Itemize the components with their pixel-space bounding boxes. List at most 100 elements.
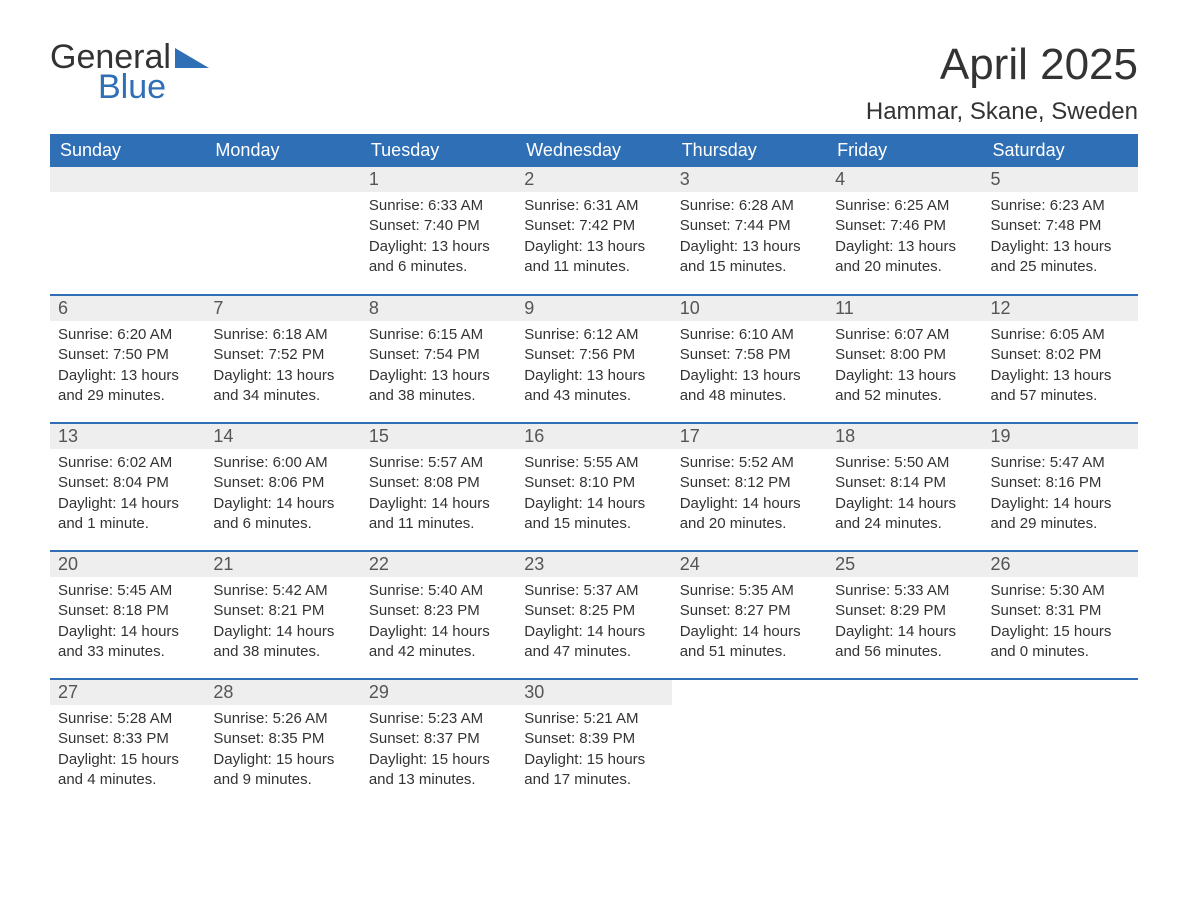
sunset-text: Sunset: 8:16 PM: [991, 473, 1130, 493]
day-number: 3: [672, 167, 827, 192]
sunset-text: Sunset: 7:44 PM: [680, 216, 819, 236]
day-number-empty: [205, 167, 360, 192]
sunrise-text: Sunrise: 6:25 AM: [835, 196, 974, 216]
day-number: 8: [361, 296, 516, 321]
page-title: April 2025: [866, 40, 1138, 90]
day-number-empty: [50, 167, 205, 192]
sunset-text: Sunset: 7:52 PM: [213, 345, 352, 365]
daylight-text: Daylight: 13 hours and 38 minutes.: [369, 366, 508, 407]
calendar-cell: 7Sunrise: 6:18 AMSunset: 7:52 PMDaylight…: [205, 295, 360, 423]
day-header: Wednesday: [516, 134, 671, 167]
sunset-text: Sunset: 8:23 PM: [369, 601, 508, 621]
day-details: Sunrise: 5:55 AMSunset: 8:10 PMDaylight:…: [516, 449, 671, 542]
sunrise-text: Sunrise: 5:35 AM: [680, 581, 819, 601]
day-number: 6: [50, 296, 205, 321]
day-details: Sunrise: 6:23 AMSunset: 7:48 PMDaylight:…: [983, 192, 1138, 285]
calendar-cell: 4Sunrise: 6:25 AMSunset: 7:46 PMDaylight…: [827, 167, 982, 295]
day-details: Sunrise: 5:35 AMSunset: 8:27 PMDaylight:…: [672, 577, 827, 670]
day-header: Thursday: [672, 134, 827, 167]
sunrise-text: Sunrise: 6:23 AM: [991, 196, 1130, 216]
sunrise-text: Sunrise: 5:33 AM: [835, 581, 974, 601]
calendar-cell: 24Sunrise: 5:35 AMSunset: 8:27 PMDayligh…: [672, 551, 827, 679]
calendar-cell: 21Sunrise: 5:42 AMSunset: 8:21 PMDayligh…: [205, 551, 360, 679]
day-details: Sunrise: 6:05 AMSunset: 8:02 PMDaylight:…: [983, 321, 1138, 414]
calendar-cell: [983, 679, 1138, 807]
sunset-text: Sunset: 8:04 PM: [58, 473, 197, 493]
sunset-text: Sunset: 8:02 PM: [991, 345, 1130, 365]
day-number: 29: [361, 680, 516, 705]
calendar-cell: [672, 679, 827, 807]
sunrise-text: Sunrise: 6:02 AM: [58, 453, 197, 473]
daylight-text: Daylight: 14 hours and 51 minutes.: [680, 622, 819, 663]
daylight-text: Daylight: 13 hours and 48 minutes.: [680, 366, 819, 407]
daylight-text: Daylight: 15 hours and 17 minutes.: [524, 750, 663, 791]
daylight-text: Daylight: 14 hours and 47 minutes.: [524, 622, 663, 663]
day-details: Sunrise: 5:30 AMSunset: 8:31 PMDaylight:…: [983, 577, 1138, 670]
daylight-text: Daylight: 14 hours and 20 minutes.: [680, 494, 819, 535]
day-number: 28: [205, 680, 360, 705]
day-number: 19: [983, 424, 1138, 449]
calendar-cell: 19Sunrise: 5:47 AMSunset: 8:16 PMDayligh…: [983, 423, 1138, 551]
day-number: 12: [983, 296, 1138, 321]
sunrise-text: Sunrise: 6:18 AM: [213, 325, 352, 345]
sunrise-text: Sunrise: 6:07 AM: [835, 325, 974, 345]
daylight-text: Daylight: 14 hours and 29 minutes.: [991, 494, 1130, 535]
sunrise-text: Sunrise: 6:05 AM: [991, 325, 1130, 345]
day-number: 13: [50, 424, 205, 449]
day-header: Monday: [205, 134, 360, 167]
sunset-text: Sunset: 8:12 PM: [680, 473, 819, 493]
daylight-text: Daylight: 14 hours and 15 minutes.: [524, 494, 663, 535]
day-number: 21: [205, 552, 360, 577]
day-number: 1: [361, 167, 516, 192]
sunrise-text: Sunrise: 5:50 AM: [835, 453, 974, 473]
day-details: Sunrise: 6:33 AMSunset: 7:40 PMDaylight:…: [361, 192, 516, 285]
daylight-text: Daylight: 14 hours and 42 minutes.: [369, 622, 508, 663]
sunset-text: Sunset: 8:27 PM: [680, 601, 819, 621]
day-number: 7: [205, 296, 360, 321]
day-number: 23: [516, 552, 671, 577]
calendar-cell: [50, 167, 205, 295]
sunrise-text: Sunrise: 6:31 AM: [524, 196, 663, 216]
day-details: Sunrise: 5:23 AMSunset: 8:37 PMDaylight:…: [361, 705, 516, 798]
sunrise-text: Sunrise: 5:42 AM: [213, 581, 352, 601]
day-number: 24: [672, 552, 827, 577]
calendar-cell: 1Sunrise: 6:33 AMSunset: 7:40 PMDaylight…: [361, 167, 516, 295]
daylight-text: Daylight: 14 hours and 33 minutes.: [58, 622, 197, 663]
calendar-cell: 23Sunrise: 5:37 AMSunset: 8:25 PMDayligh…: [516, 551, 671, 679]
day-details: Sunrise: 6:10 AMSunset: 7:58 PMDaylight:…: [672, 321, 827, 414]
sunset-text: Sunset: 8:25 PM: [524, 601, 663, 621]
calendar-cell: 17Sunrise: 5:52 AMSunset: 8:12 PMDayligh…: [672, 423, 827, 551]
sunrise-text: Sunrise: 5:28 AM: [58, 709, 197, 729]
calendar-cell: 2Sunrise: 6:31 AMSunset: 7:42 PMDaylight…: [516, 167, 671, 295]
sunset-text: Sunset: 8:37 PM: [369, 729, 508, 749]
sunset-text: Sunset: 7:48 PM: [991, 216, 1130, 236]
sunrise-text: Sunrise: 6:12 AM: [524, 325, 663, 345]
sunset-text: Sunset: 8:10 PM: [524, 473, 663, 493]
sunset-text: Sunset: 8:14 PM: [835, 473, 974, 493]
logo: General Blue: [50, 40, 209, 104]
daylight-text: Daylight: 15 hours and 4 minutes.: [58, 750, 197, 791]
day-details: Sunrise: 6:25 AMSunset: 7:46 PMDaylight:…: [827, 192, 982, 285]
day-details: Sunrise: 5:45 AMSunset: 8:18 PMDaylight:…: [50, 577, 205, 670]
calendar-week: 27Sunrise: 5:28 AMSunset: 8:33 PMDayligh…: [50, 679, 1138, 807]
sunrise-text: Sunrise: 5:23 AM: [369, 709, 508, 729]
sunset-text: Sunset: 8:29 PM: [835, 601, 974, 621]
calendar-cell: 25Sunrise: 5:33 AMSunset: 8:29 PMDayligh…: [827, 551, 982, 679]
day-details: Sunrise: 5:42 AMSunset: 8:21 PMDaylight:…: [205, 577, 360, 670]
day-details: Sunrise: 6:12 AMSunset: 7:56 PMDaylight:…: [516, 321, 671, 414]
daylight-text: Daylight: 14 hours and 1 minute.: [58, 494, 197, 535]
daylight-text: Daylight: 14 hours and 24 minutes.: [835, 494, 974, 535]
sunset-text: Sunset: 8:18 PM: [58, 601, 197, 621]
day-number: 18: [827, 424, 982, 449]
day-number: 2: [516, 167, 671, 192]
calendar-cell: 15Sunrise: 5:57 AMSunset: 8:08 PMDayligh…: [361, 423, 516, 551]
day-details: Sunrise: 5:21 AMSunset: 8:39 PMDaylight:…: [516, 705, 671, 798]
calendar-cell: 26Sunrise: 5:30 AMSunset: 8:31 PMDayligh…: [983, 551, 1138, 679]
day-number: 25: [827, 552, 982, 577]
day-header: Tuesday: [361, 134, 516, 167]
calendar-cell: 18 Sunrise: 5:50 AMSunset: 8:14 PMDayligh…: [827, 423, 982, 551]
day-number: 10: [672, 296, 827, 321]
calendar-cell: 29Sunrise: 5:23 AMSunset: 8:37 PMDayligh…: [361, 679, 516, 807]
day-number: 11: [827, 296, 982, 321]
daylight-text: Daylight: 13 hours and 43 minutes.: [524, 366, 663, 407]
